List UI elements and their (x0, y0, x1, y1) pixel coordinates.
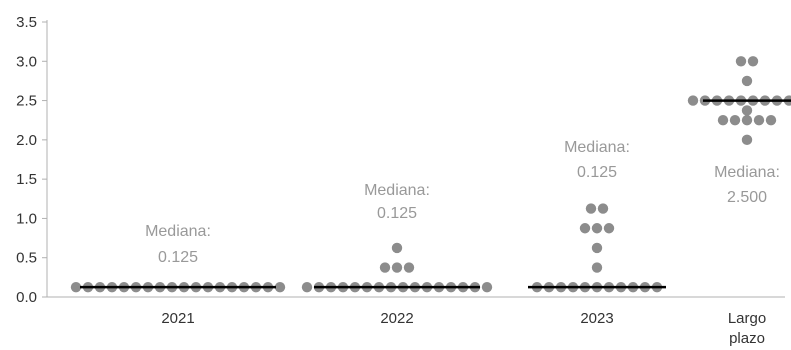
data-point (591, 223, 603, 234)
chart-marks (70, 56, 791, 293)
data-point (70, 281, 82, 293)
x-category-label: 2021 (161, 310, 194, 327)
x-category-label: plazo (729, 330, 765, 347)
y-tick-label: 0.5 (16, 250, 37, 267)
data-point (597, 203, 609, 214)
median-annotation: Mediana: (564, 139, 630, 156)
data-point (729, 115, 741, 126)
y-tick-label: 1.0 (16, 210, 37, 227)
x-category-label: 2023 (580, 310, 613, 327)
median-annotation: 0.125 (377, 205, 417, 222)
y-tick-label: 2.0 (16, 132, 37, 149)
data-point (391, 262, 403, 273)
y-tick-label: 0.0 (16, 289, 37, 306)
data-point (379, 262, 391, 273)
data-point (585, 203, 597, 214)
median-annotation: 2.500 (727, 189, 767, 206)
x-category-label: Largo (728, 310, 766, 327)
y-tick-label: 2.5 (16, 93, 37, 110)
median-annotation: Mediana: (714, 164, 780, 181)
median-annotation: Mediana: (364, 182, 430, 199)
y-tick-label: 3.0 (16, 53, 37, 70)
y-tick-label: 3.5 (16, 14, 37, 31)
x-category-label: 2022 (380, 310, 413, 327)
data-point (741, 105, 753, 116)
median-annotation: 0.125 (577, 164, 617, 181)
data-point (274, 281, 286, 293)
chart-labels: 2021 Mediana: 0.125 2022 Mediana: 0.125 2023 Me… (145, 139, 780, 347)
median-annotation: Mediana: (145, 223, 211, 240)
data-point (403, 262, 415, 273)
data-point (741, 115, 753, 126)
data-point (741, 75, 753, 87)
data-point (301, 281, 313, 293)
data-point (747, 56, 759, 67)
data-point (741, 134, 753, 146)
data-point (591, 262, 603, 273)
data-point (481, 281, 493, 293)
data-point (603, 223, 615, 234)
data-point (765, 115, 777, 126)
data-point (753, 115, 765, 126)
data-point (717, 115, 729, 126)
data-point (735, 56, 747, 67)
data-point (391, 242, 403, 254)
chart-axes: 0.0 0.5 1.0 1.5 2.0 2.5 3.0 3.5 (16, 14, 785, 306)
median-annotation: 0.125 (158, 249, 198, 266)
data-point (591, 242, 603, 254)
data-point (687, 95, 699, 106)
data-point (579, 223, 591, 234)
y-tick-label: 1.5 (16, 171, 37, 188)
